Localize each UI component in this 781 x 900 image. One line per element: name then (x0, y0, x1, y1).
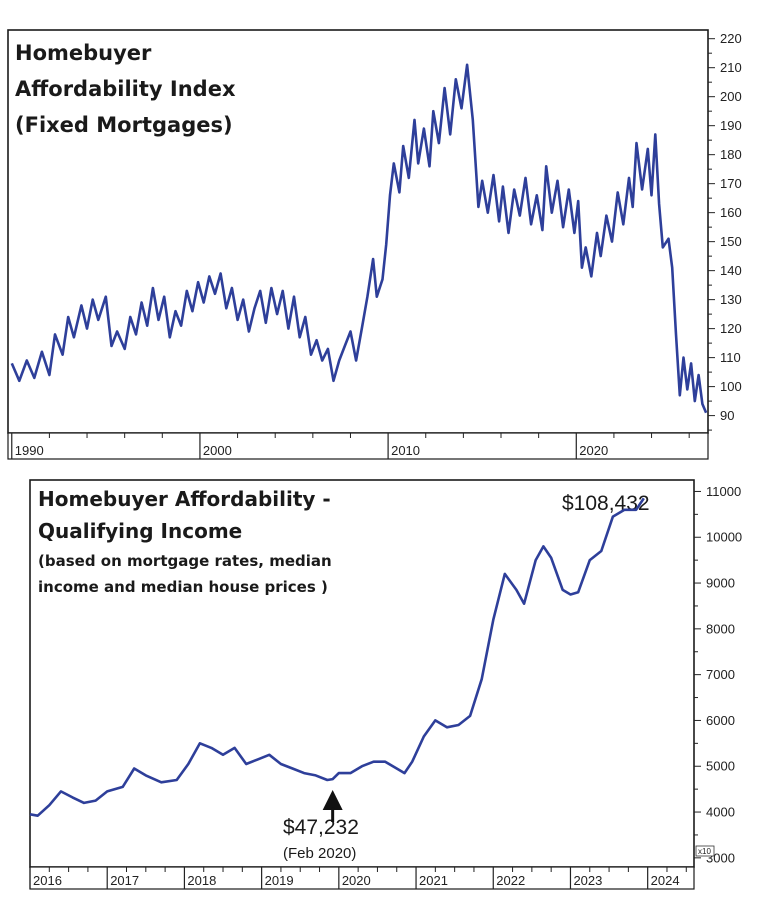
x-tick-label: 2021 (419, 873, 448, 888)
chart-title-line-3: (Fixed Mortgages) (15, 113, 233, 137)
chart-subtitle-line-1: (based on mortgage rates, median (38, 552, 332, 570)
x-axis: 2016 2017 2018 2019 2020 2021 2022 2023 2024 (29, 867, 687, 889)
end-value-label: $108,432 (562, 492, 650, 515)
multiplier-box (695, 845, 715, 857)
chart-title-line-1: Homebuyer (15, 41, 152, 65)
y-tick-label: 6000 (706, 713, 735, 728)
x-tick-label: 2020 (342, 873, 371, 888)
y-tick-label: 9000 (706, 576, 735, 591)
y-tick-label: 7000 (706, 667, 735, 682)
series-line (10, 63, 708, 414)
y-tick-label: 170 (720, 176, 742, 191)
y-tick-label: 5000 (706, 759, 735, 774)
x-tick-label: 2020 (579, 443, 608, 458)
x-tick-label: 2000 (203, 443, 232, 458)
chart-title-line-2: Affordability Index (15, 77, 236, 101)
x-tick-label: 2019 (265, 873, 294, 888)
x-tick-label: 2018 (187, 873, 216, 888)
y-tick-label: 180 (720, 147, 742, 162)
y-tick-label: 150 (720, 234, 742, 249)
y-tick-label: 110 (720, 350, 741, 365)
low-value-label: $47,232 (283, 816, 359, 839)
x-tick-label: 2023 (573, 873, 602, 888)
y-tick-label: 90 (720, 408, 734, 423)
y-tick-label: 100 (720, 379, 742, 394)
affordability-index-chart: Homebuyer Affordability Index (Fixed Mor… (7, 29, 742, 460)
y-tick-label: 4000 (706, 805, 735, 820)
qualifying-income-chart: Homebuyer Affordability - Qualifying Inc… (29, 479, 742, 890)
y-tick-label: 130 (720, 292, 742, 307)
low-point-arrow-head (322, 789, 343, 810)
y-tick-label: 190 (720, 118, 742, 133)
y-tick-label: 220 (720, 31, 742, 46)
plot-frame (7, 29, 709, 434)
y-tick-label: 120 (720, 321, 742, 336)
y-tick-label: 8000 (706, 621, 735, 636)
x-tick-label: 2017 (110, 873, 139, 888)
plot-frame (29, 479, 695, 868)
y-tick-label: 10000 (706, 530, 742, 545)
x-tick-label: 1990 (15, 443, 44, 458)
y-tick-label: 160 (720, 205, 742, 220)
chart-title-line-1: Homebuyer Affordability - (38, 487, 331, 511)
x-tick-label: 2016 (33, 873, 62, 888)
x-axis: 1990 2000 2010 2020 (11, 433, 690, 459)
x-tick-label: 2022 (496, 873, 525, 888)
x-tick-label: 2010 (391, 443, 420, 458)
y-tick-label: 200 (720, 89, 742, 104)
x-tick-label: 2024 (651, 873, 680, 888)
y-tick-label: 140 (720, 263, 742, 278)
y-tick-label: 210 (720, 60, 742, 75)
axis-multiplier-label: x10 (698, 847, 711, 856)
series-line (29, 497, 645, 817)
y-axis: 90 100 110 120 130 140 150 160 170 180 190 200 210 22… (708, 31, 742, 431)
low-date-label: (Feb 2020) (283, 845, 356, 862)
chart-subtitle-line-2: income and median house prices ) (38, 578, 328, 596)
y-tick-label: 11000 (706, 484, 741, 499)
chart-title-line-2: Qualifying Income (38, 519, 242, 543)
